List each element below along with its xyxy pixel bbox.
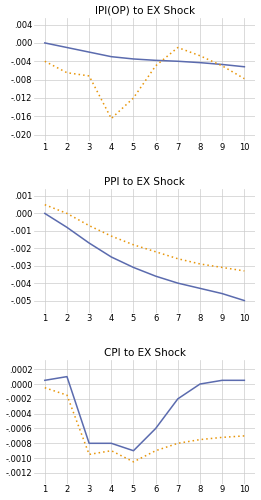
Title: CPI to EX Shock: CPI to EX Shock: [104, 348, 186, 358]
Title: IPI(OP) to EX Shock: IPI(OP) to EX Shock: [94, 6, 195, 16]
Title: PPI to EX Shock: PPI to EX Shock: [104, 177, 185, 187]
